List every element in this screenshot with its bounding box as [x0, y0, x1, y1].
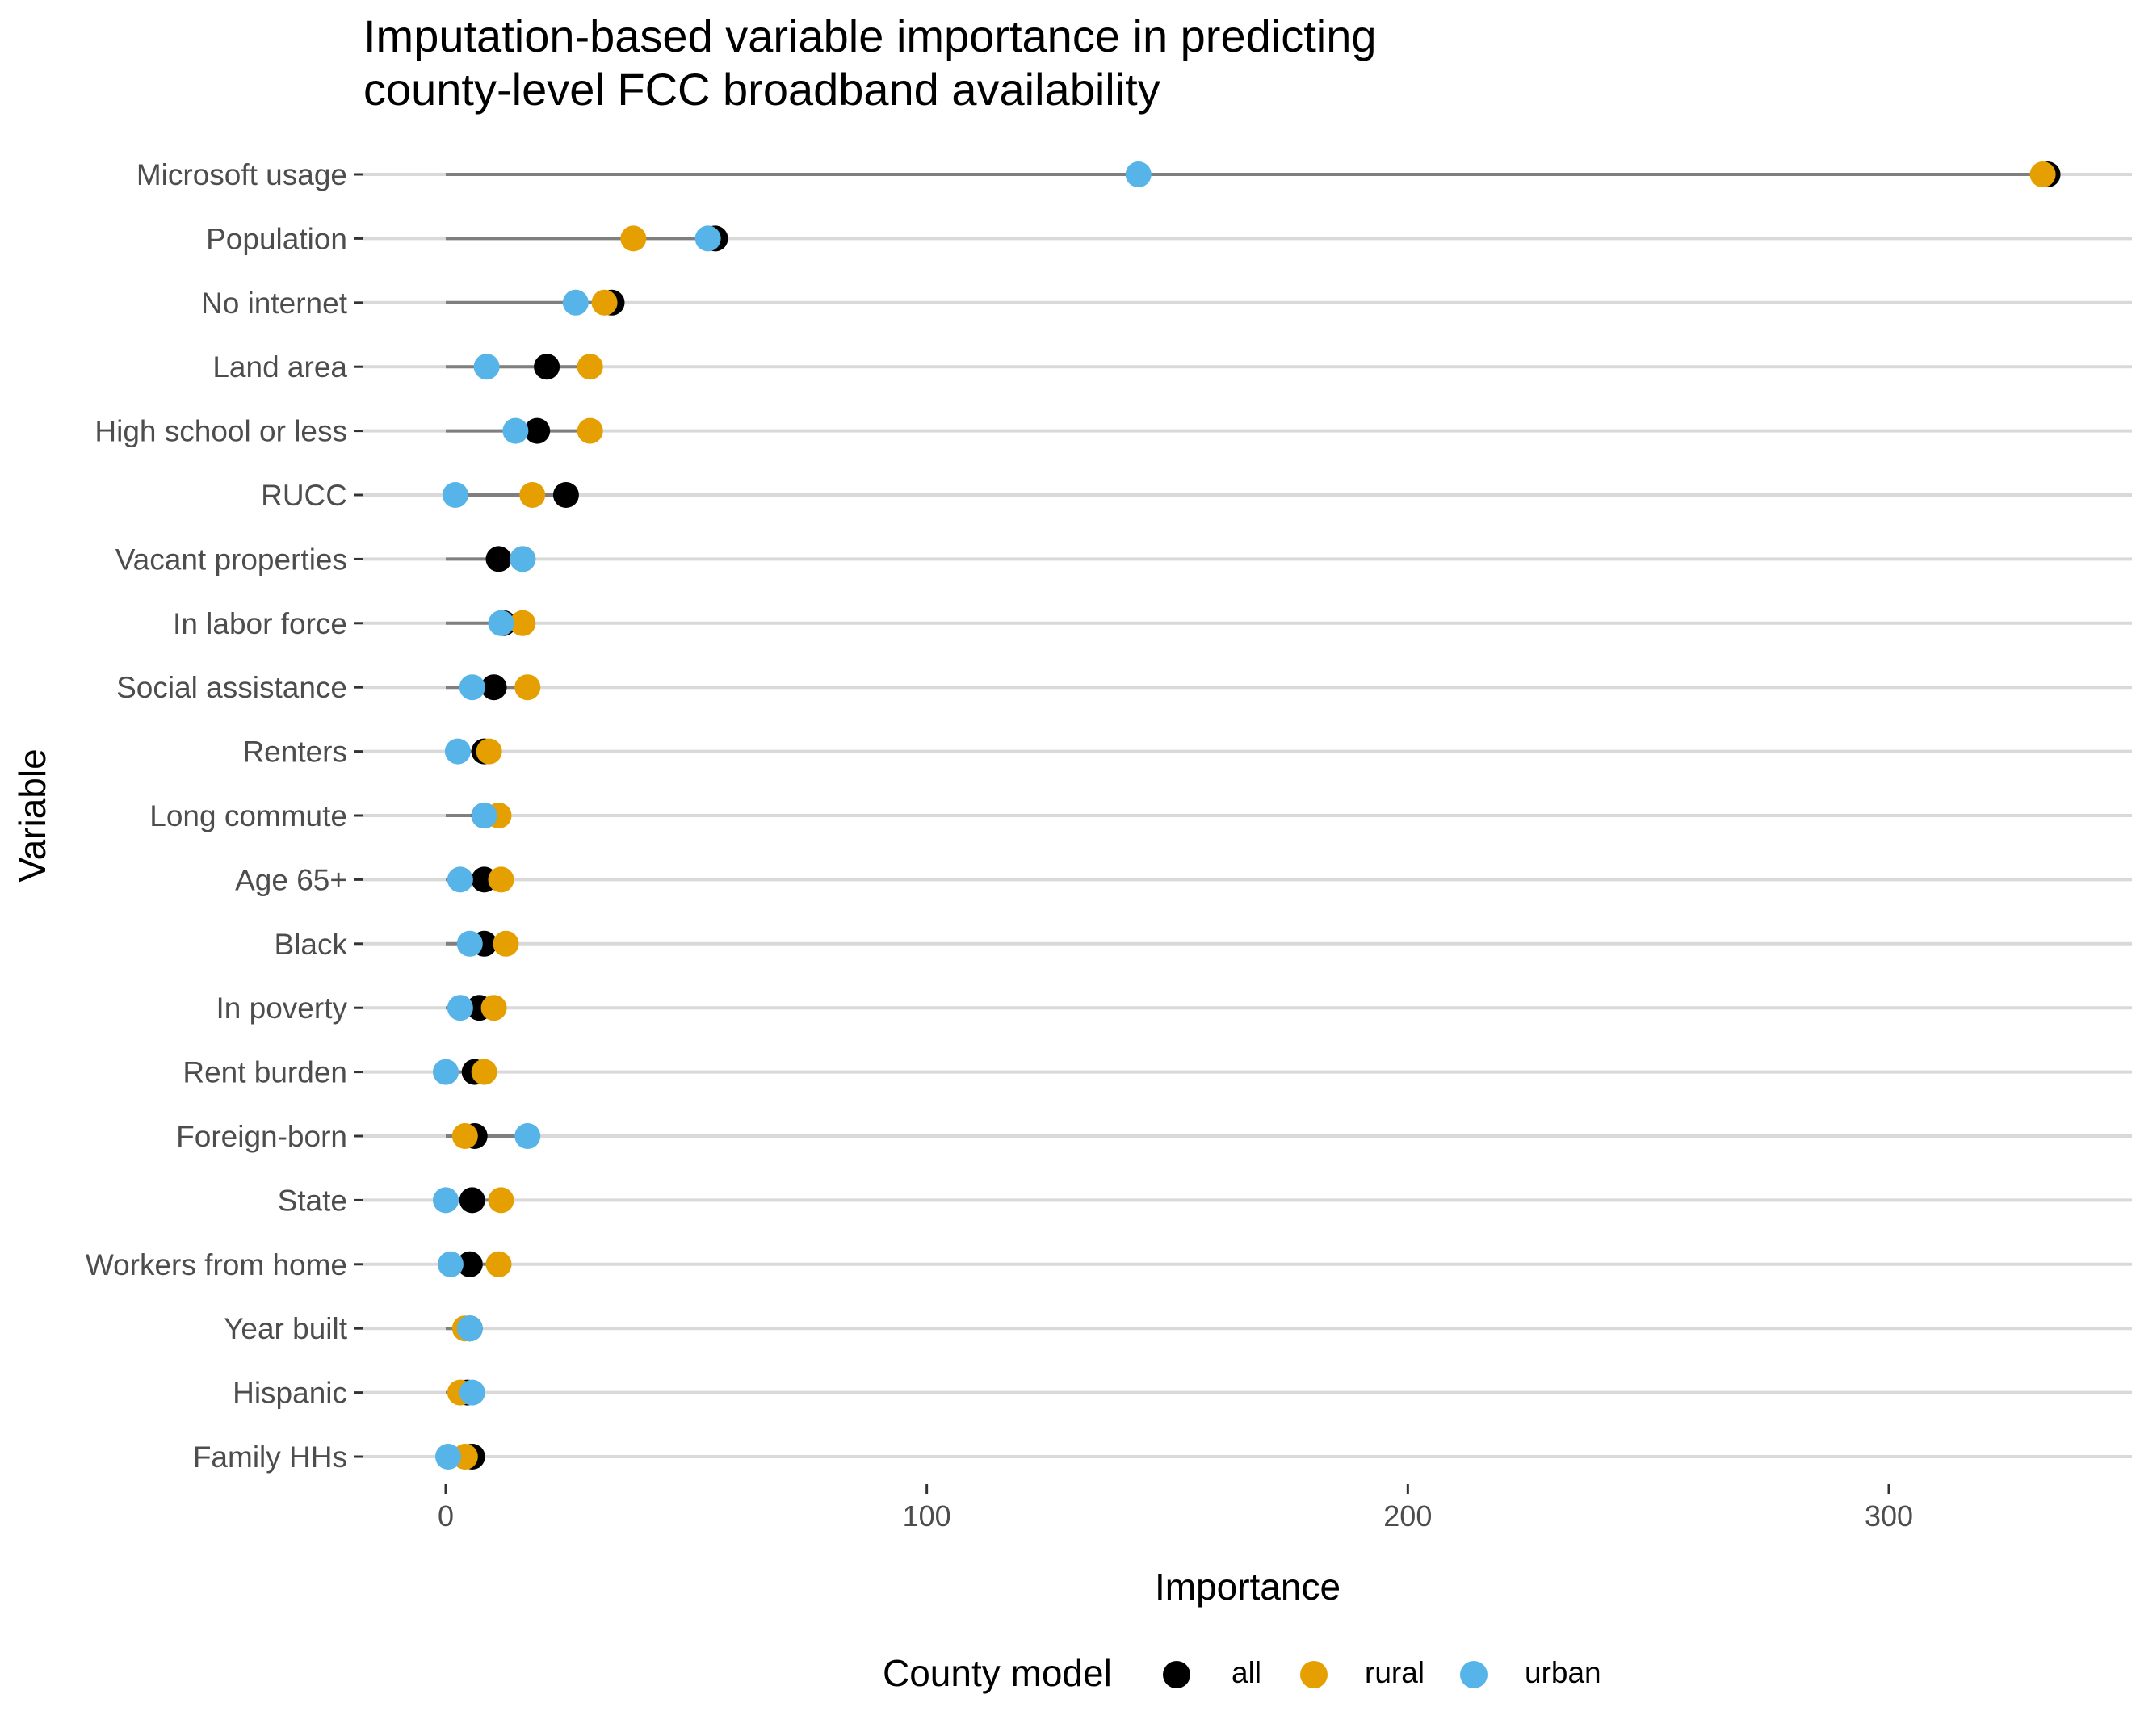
y-tick-label: Social assistance: [116, 671, 347, 704]
point-urban: [694, 225, 721, 252]
point-rural: [451, 1123, 478, 1149]
point-urban: [562, 289, 589, 316]
y-tick-label: Vacant properties: [115, 543, 347, 576]
point-all: [524, 417, 551, 444]
y-tick-label: No internet: [201, 287, 348, 320]
point-rural: [488, 866, 514, 893]
point-rural: [471, 1059, 497, 1085]
point-urban: [447, 995, 473, 1021]
point-all: [459, 1187, 485, 1214]
y-tick-label: Population: [206, 222, 347, 255]
point-rural: [519, 482, 546, 508]
point-all: [552, 482, 579, 508]
y-tick-label: Microsoft usage: [136, 158, 347, 191]
y-tick-label: Long commute: [149, 799, 347, 832]
point-urban: [514, 1123, 541, 1149]
point-rural: [476, 738, 502, 765]
point-rural: [485, 1251, 512, 1277]
point-rural: [577, 417, 603, 444]
point-urban: [502, 417, 529, 444]
y-tick-label: Renters: [242, 736, 347, 769]
y-tick-label: State: [278, 1184, 347, 1217]
legend-swatch-all: [1163, 1661, 1190, 1688]
point-urban: [444, 738, 471, 765]
point-rural: [493, 930, 519, 957]
y-tick-label: In labor force: [173, 607, 347, 640]
y-tick-label: Black: [275, 928, 348, 961]
y-tick-label: Rent burden: [183, 1056, 347, 1089]
legend-label-rural: rural: [1365, 1656, 1425, 1689]
legend-swatch-urban: [1460, 1661, 1488, 1688]
point-urban: [459, 1379, 485, 1406]
legend-title: County model: [883, 1652, 1112, 1694]
y-tick-label: In poverty: [216, 992, 348, 1025]
point-urban: [442, 482, 468, 508]
x-tick-label: 200: [1383, 1499, 1432, 1533]
point-rural: [591, 289, 618, 316]
point-rural: [514, 674, 541, 701]
point-rural: [577, 354, 603, 380]
point-rural: [510, 610, 536, 636]
point-urban: [488, 610, 514, 636]
point-rural: [2029, 161, 2056, 187]
x-tick-label: 0: [438, 1499, 454, 1533]
point-urban: [456, 930, 483, 957]
point-urban: [434, 1444, 461, 1470]
y-tick-label: Family HHs: [193, 1440, 347, 1474]
point-urban: [1125, 161, 1152, 187]
legend-label-all: all: [1232, 1656, 1262, 1689]
legend: County model all rural urban: [0, 1651, 2140, 1700]
y-tick-label: Workers from home: [86, 1248, 347, 1281]
y-tick-label: Land area: [212, 350, 347, 384]
y-tick-label: High school or less: [94, 415, 347, 448]
x-axis-label: Importance: [1154, 1566, 1341, 1608]
y-tick-label: Year built: [224, 1312, 348, 1345]
point-urban: [471, 803, 497, 828]
point-urban: [447, 866, 473, 893]
point-rural: [620, 225, 647, 252]
legend-label-urban: urban: [1525, 1656, 1601, 1689]
legend-swatch-rural: [1300, 1661, 1328, 1688]
chart-title: Imputation-based variable importance in …: [363, 10, 1377, 115]
point-all: [534, 354, 560, 380]
point-urban: [459, 674, 485, 701]
point-urban: [510, 546, 536, 572]
y-tick-label: Hispanic: [233, 1377, 347, 1410]
point-all: [456, 1251, 483, 1277]
point-all: [480, 674, 507, 701]
x-tick-label: 300: [1865, 1499, 1913, 1533]
y-tick-label: Foreign-born: [176, 1120, 347, 1153]
y-tick-label: Age 65+: [235, 863, 347, 896]
y-tick-label: RUCC: [261, 479, 347, 512]
point-rural: [488, 1187, 514, 1214]
point-urban: [473, 354, 500, 380]
point-urban: [433, 1059, 459, 1085]
point-rural: [480, 995, 507, 1021]
point-all: [485, 546, 512, 572]
point-urban: [433, 1187, 459, 1214]
point-urban: [437, 1251, 464, 1277]
point-urban: [456, 1315, 483, 1342]
x-tick-label: 100: [903, 1499, 951, 1533]
